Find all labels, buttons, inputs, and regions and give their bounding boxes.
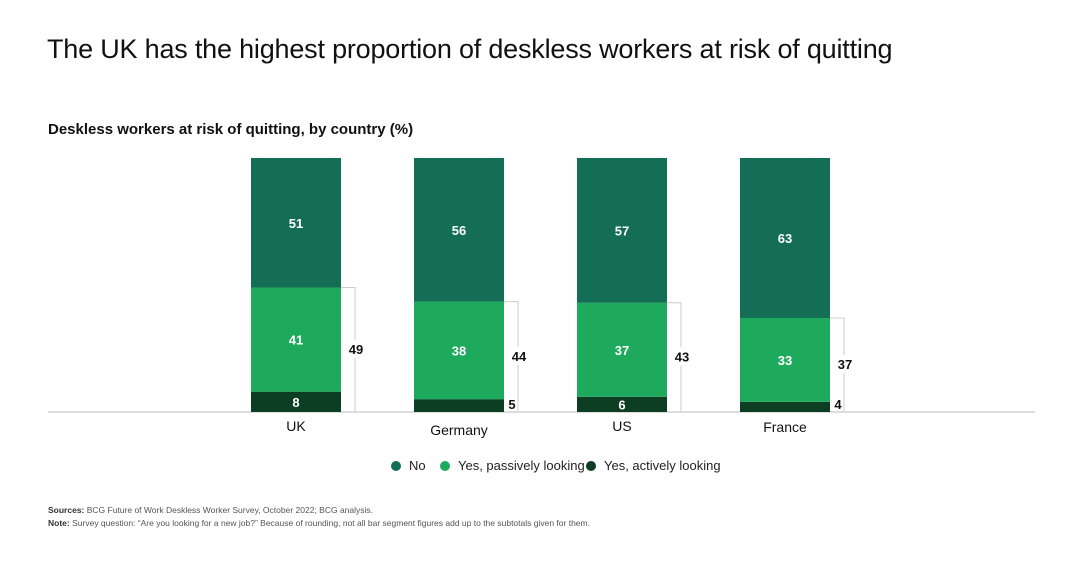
page-title: The UK has the highest proportion of des… — [47, 34, 893, 64]
legend-item-passive: Yes, passively looking — [440, 458, 585, 473]
legend-label-passive: Yes, passively looking — [458, 458, 585, 473]
subtotal-bracket-germany — [504, 301, 519, 412]
x-tick-label-us: US — [612, 418, 631, 434]
note-text: Survey question: “Are you looking for a … — [72, 518, 590, 528]
data-label-uk-passive: 41 — [289, 333, 303, 348]
stacked-bar-chart: 8 41 51 49 UK 38 56 5 44 Germany 6 37 57 43 US 33 63 4 37 F… — [48, 158, 1035, 438]
footnotes: Sources: BCG Future of Work Deskless Wor… — [48, 504, 590, 530]
x-tick-label-france: France — [763, 419, 807, 435]
subtotal-bracket-france — [830, 317, 845, 412]
subtotal-label-france: 37 — [838, 357, 852, 372]
data-label-france-no: 63 — [778, 231, 792, 246]
bar-segment-france-active — [740, 401, 830, 412]
data-label-france-passive: 33 — [778, 353, 792, 368]
legend-item-no: No — [391, 458, 426, 473]
data-label-us-active: 6 — [618, 397, 625, 412]
subtotal-label-bg-uk — [345, 339, 367, 358]
sources-line: Sources: BCG Future of Work Deskless Wor… — [48, 504, 590, 517]
bar-segment-uk-active — [251, 391, 341, 412]
bar-segment-france-no — [740, 158, 830, 319]
chart-legend: No Yes, passively looking Yes, actively … — [0, 458, 1080, 476]
subtotal-label-uk: 49 — [349, 342, 363, 357]
bar-segment-uk-passive — [251, 287, 341, 392]
data-label-uk-no: 51 — [289, 216, 303, 231]
legend-item-active: Yes, actively looking — [586, 458, 721, 473]
bar-segment-germany-passive — [414, 301, 504, 400]
subtotal-label-us: 43 — [675, 349, 689, 364]
bar-segment-germany-active — [414, 399, 504, 412]
subtotal-label-germany: 44 — [512, 349, 527, 364]
data-label-us-no: 57 — [615, 223, 629, 238]
legend-label-no: No — [409, 458, 426, 473]
note-line: Note: Survey question: “Are you looking … — [48, 517, 590, 530]
data-label-germany-active: 5 — [508, 397, 515, 412]
legend-swatch-no — [391, 460, 401, 471]
bar-segment-us-passive — [577, 302, 667, 397]
legend-label-active: Yes, actively looking — [604, 458, 721, 473]
data-label-uk-active: 8 — [292, 395, 299, 410]
sources-text: BCG Future of Work Deskless Worker Surve… — [86, 505, 374, 515]
subtotal-label-bg-france — [834, 355, 856, 374]
subtotal-label-bg-germany — [508, 346, 530, 365]
bar-segment-us-active — [577, 396, 667, 412]
data-label-germany-no: 56 — [452, 223, 466, 238]
subtotal-bracket-us — [667, 302, 682, 412]
subtotal-bracket-uk — [341, 287, 356, 412]
data-label-france-active: 4 — [834, 397, 842, 412]
legend-swatch-passive — [440, 460, 450, 471]
chart-title: Deskless workers at risk of quitting, by… — [48, 121, 414, 138]
x-tick-label-germany: Germany — [430, 422, 488, 438]
legend-swatch-active — [586, 460, 596, 471]
data-label-germany-passive: 38 — [452, 343, 466, 358]
bar-segment-uk-no — [251, 158, 341, 288]
bar-segment-us-no — [577, 158, 667, 303]
data-label-us-passive: 37 — [615, 343, 629, 358]
sources-label: Sources: — [48, 505, 85, 515]
bar-segment-germany-no — [414, 158, 504, 302]
subtotal-label-bg-us — [671, 347, 693, 366]
x-tick-label-uk: UK — [286, 418, 306, 434]
note-label: Note: — [48, 518, 70, 528]
bar-segment-france-passive — [740, 318, 830, 402]
